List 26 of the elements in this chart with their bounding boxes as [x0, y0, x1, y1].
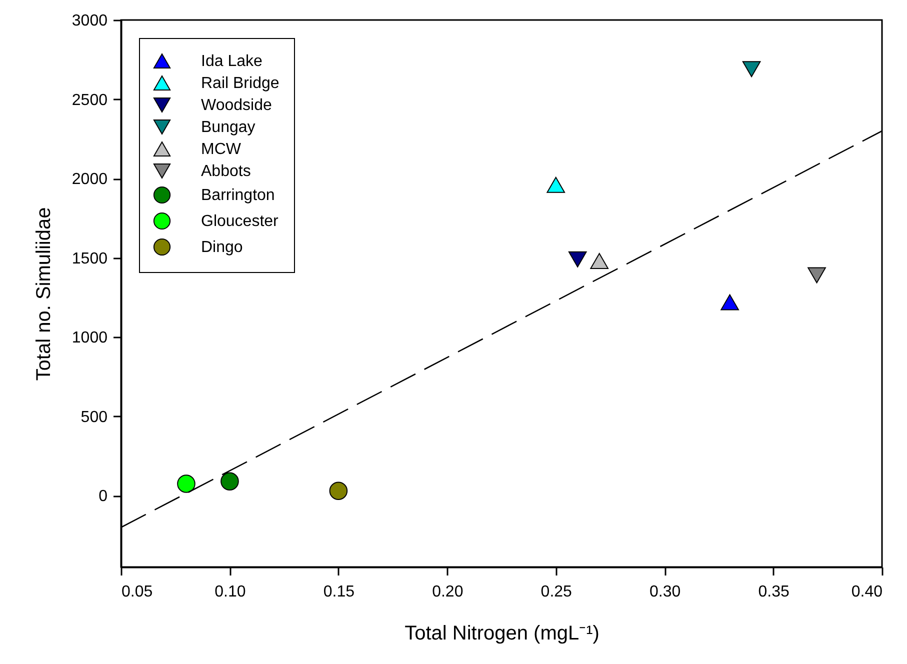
legend-label: Gloucester	[201, 213, 280, 230]
x-tick-label: 0.25	[540, 584, 572, 600]
y-tick-label: 1500	[72, 250, 108, 268]
legend-label: Abbots	[201, 163, 251, 180]
x-tick-label: 0.05	[122, 584, 153, 600]
y-tick-label: 2500	[72, 92, 108, 109]
y-tick-label: 1000	[72, 330, 108, 347]
legend-label: Bungay	[201, 119, 256, 136]
x-tick-label: 0.35	[758, 584, 790, 600]
x-axis-title: Total Nitrogen (mgL⁻¹)	[404, 622, 600, 644]
x-tick-label: 0.10	[214, 584, 246, 600]
y-tick-label: 2000	[72, 171, 108, 188]
legend-label: Dingo	[201, 239, 243, 256]
legend-label: Barrington	[201, 187, 275, 204]
y-tick-label: 3000	[72, 12, 108, 30]
legend-label: Ida Lake	[201, 53, 262, 70]
legend-label: MCW	[201, 141, 242, 158]
x-tick-label: 0.40	[851, 584, 883, 600]
y-axis-title: Total no. Simuliidae	[32, 207, 55, 381]
legend-label: Woodside	[201, 97, 272, 114]
x-tick-label: 0.30	[650, 584, 681, 600]
x-tick-label: 0.15	[323, 584, 355, 600]
x-tick-label: 0.20	[432, 584, 464, 600]
legend-label: Rail Bridge	[201, 75, 280, 92]
y-tick-label: 500	[80, 408, 108, 426]
y-tick-label: 0	[98, 488, 108, 506]
